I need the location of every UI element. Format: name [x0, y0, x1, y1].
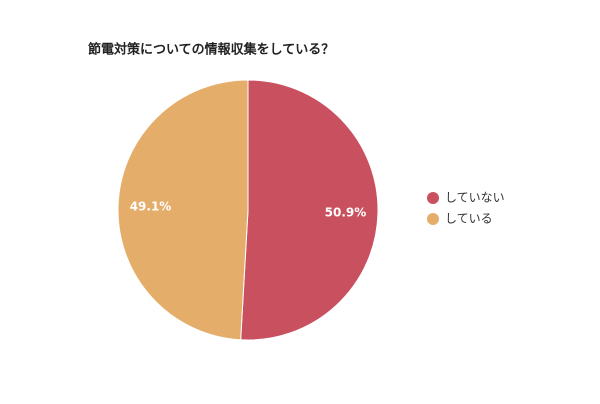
legend-label: している — [445, 212, 493, 226]
data-label: 49.1% — [130, 200, 172, 214]
pie-slice — [117, 79, 249, 341]
data-label: 50.9% — [325, 205, 367, 219]
legend-swatch — [427, 213, 439, 225]
pie-slice — [240, 79, 379, 341]
legend-swatch — [427, 192, 439, 204]
legend-label: していない — [445, 191, 505, 205]
chart-title: 節電対策についての情報収集をしている？ — [88, 42, 334, 58]
